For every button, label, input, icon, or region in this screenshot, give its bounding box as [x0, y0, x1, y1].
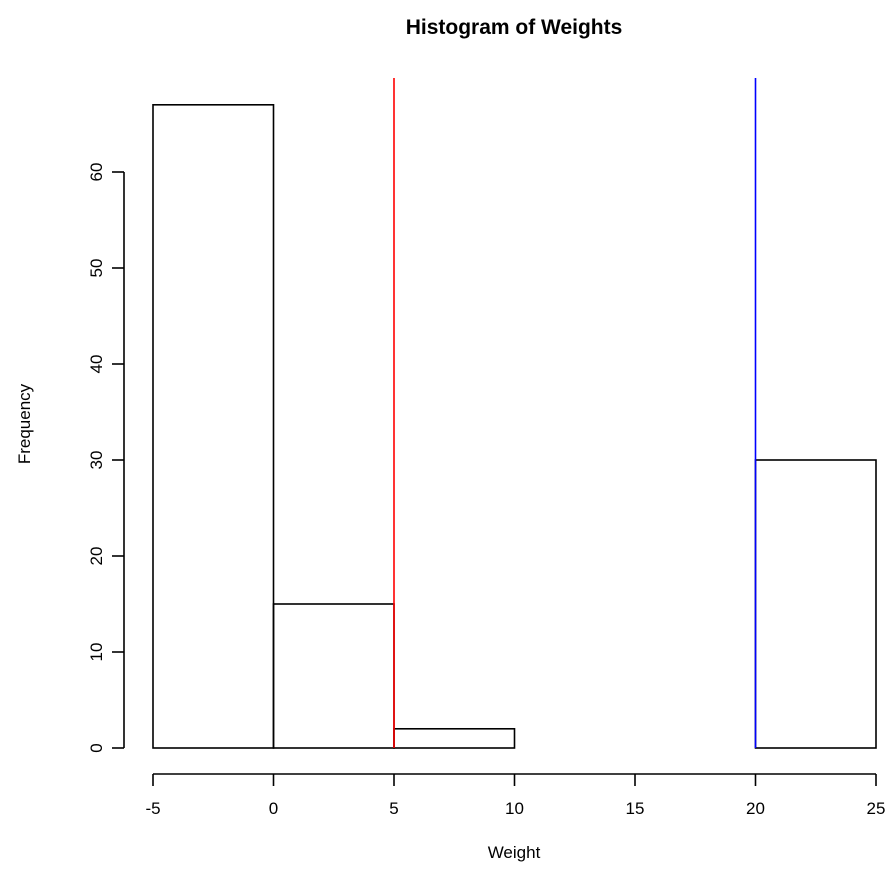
x-tick-label: -5 [145, 799, 160, 818]
x-tick-label: 0 [269, 799, 278, 818]
y-axis-label: Frequency [15, 383, 34, 464]
x-axis: -5 0 5 10 15 20 25 [145, 773, 886, 818]
y-tick-label: 50 [87, 259, 106, 278]
histogram-bar [754, 459, 877, 749]
x-tick-label: 5 [389, 799, 398, 818]
y-tick-label: 60 [87, 163, 106, 182]
y-tick-label: 40 [87, 355, 106, 374]
chart-title: Histogram of Weights [406, 16, 623, 39]
histogram-bar [393, 727, 516, 749]
x-tick-label: 25 [867, 799, 886, 818]
y-tick-label: 20 [87, 547, 106, 566]
y-tick-label: 10 [87, 643, 106, 662]
x-tick-label: 15 [626, 799, 645, 818]
x-tick-label: 20 [746, 799, 765, 818]
histogram-bar [152, 104, 275, 749]
y-axis: 0 10 20 30 40 50 60 [87, 163, 125, 753]
x-tick-label: 10 [505, 799, 524, 818]
bars-layer [152, 104, 877, 749]
x-axis-label: Weight [488, 843, 541, 862]
reference-lines-layer [393, 78, 757, 748]
y-tick-label: 30 [87, 451, 106, 470]
y-tick-label: 0 [87, 743, 106, 752]
histogram-bar [272, 603, 395, 749]
